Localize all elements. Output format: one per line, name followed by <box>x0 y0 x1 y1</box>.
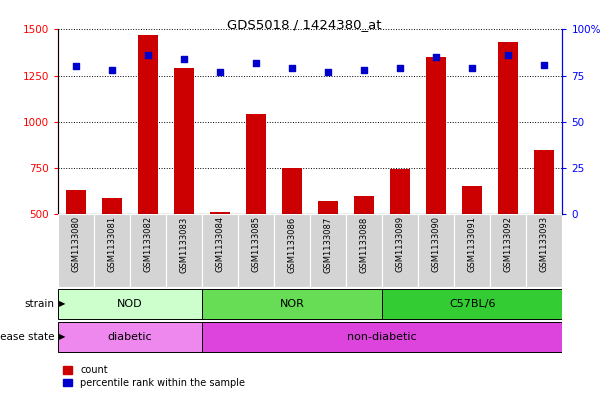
Bar <box>58 288 202 319</box>
Point <box>107 67 117 73</box>
Bar <box>138 35 158 307</box>
Bar <box>318 201 338 307</box>
Bar <box>462 186 482 307</box>
Bar <box>454 214 490 287</box>
Point <box>503 52 513 59</box>
Text: NOR: NOR <box>280 299 305 309</box>
Bar <box>202 214 238 287</box>
Text: ▶: ▶ <box>59 332 66 342</box>
Bar <box>382 288 562 319</box>
Bar <box>390 169 410 307</box>
Text: C57BL/6: C57BL/6 <box>449 299 496 309</box>
Bar <box>210 212 230 307</box>
Text: disease state: disease state <box>0 332 55 342</box>
Point <box>539 61 549 68</box>
Bar <box>499 42 518 307</box>
Bar <box>202 322 562 352</box>
Bar <box>426 57 446 307</box>
Text: GSM1133080: GSM1133080 <box>71 217 80 272</box>
Text: GDS5018 / 1424380_at: GDS5018 / 1424380_at <box>227 18 381 31</box>
Bar <box>102 198 122 307</box>
Bar <box>418 214 454 287</box>
Bar <box>94 214 130 287</box>
Bar <box>534 151 554 307</box>
Bar <box>527 214 562 287</box>
Bar <box>310 214 346 287</box>
Text: diabetic: diabetic <box>108 332 152 342</box>
Text: GSM1133090: GSM1133090 <box>432 217 441 272</box>
Text: NOD: NOD <box>117 299 143 309</box>
Legend: count, percentile rank within the sample: count, percentile rank within the sample <box>63 365 245 388</box>
Bar <box>382 214 418 287</box>
Bar <box>274 214 310 287</box>
Point <box>179 56 188 62</box>
Point <box>287 65 297 72</box>
Bar <box>66 190 86 307</box>
Bar <box>238 214 274 287</box>
Text: GSM1133091: GSM1133091 <box>468 217 477 272</box>
Text: ▶: ▶ <box>59 299 66 308</box>
Bar <box>490 214 527 287</box>
Point <box>251 60 261 66</box>
Text: GSM1133081: GSM1133081 <box>108 217 116 272</box>
Text: GSM1133084: GSM1133084 <box>215 217 224 272</box>
Bar <box>246 114 266 307</box>
Text: GSM1133085: GSM1133085 <box>252 217 260 272</box>
Text: GSM1133092: GSM1133092 <box>504 217 513 272</box>
Bar <box>166 214 202 287</box>
Text: GSM1133083: GSM1133083 <box>179 217 188 273</box>
Text: GSM1133082: GSM1133082 <box>143 217 153 272</box>
Bar <box>130 214 166 287</box>
Point <box>395 65 405 72</box>
Point <box>215 69 225 75</box>
Bar <box>202 288 382 319</box>
Bar <box>174 68 194 307</box>
Point <box>431 54 441 60</box>
Text: GSM1133089: GSM1133089 <box>396 217 405 272</box>
Bar <box>58 322 202 352</box>
Point <box>71 63 81 70</box>
Text: GSM1133087: GSM1133087 <box>323 217 333 273</box>
Text: strain: strain <box>25 299 55 309</box>
Point <box>468 65 477 72</box>
Point <box>323 69 333 75</box>
Point <box>143 52 153 59</box>
Bar <box>282 168 302 307</box>
Text: GSM1133093: GSM1133093 <box>540 217 549 272</box>
Bar <box>58 214 94 287</box>
Text: GSM1133086: GSM1133086 <box>288 217 297 273</box>
Point <box>359 67 369 73</box>
Text: non-diabetic: non-diabetic <box>347 332 417 342</box>
Bar <box>354 196 374 307</box>
Text: GSM1133088: GSM1133088 <box>360 217 368 273</box>
Bar <box>346 214 382 287</box>
